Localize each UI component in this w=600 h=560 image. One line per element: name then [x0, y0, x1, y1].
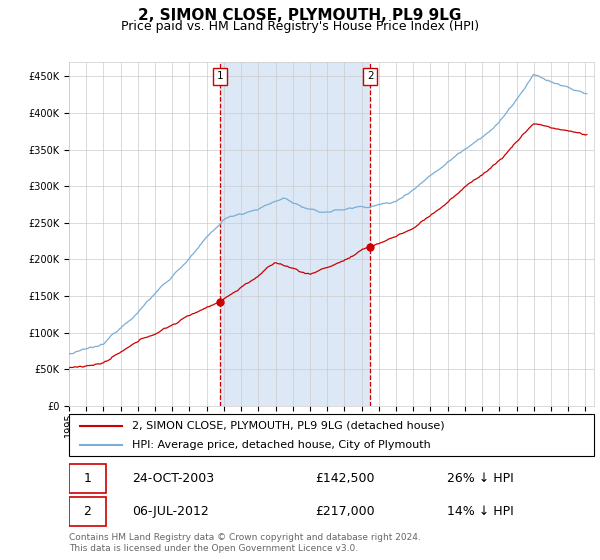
Bar: [220, 62, 370, 406]
Text: HPI: Average price, detached house, City of Plymouth: HPI: Average price, detached house, City…: [132, 440, 431, 450]
Text: 06-JUL-2012: 06-JUL-2012: [132, 505, 209, 519]
FancyBboxPatch shape: [69, 464, 106, 493]
Text: 2: 2: [83, 505, 91, 519]
Text: 14% ↓ HPI: 14% ↓ HPI: [447, 505, 514, 519]
Text: 1: 1: [83, 472, 91, 485]
FancyBboxPatch shape: [69, 497, 106, 526]
Text: £217,000: £217,000: [316, 505, 376, 519]
Text: 1: 1: [217, 71, 224, 81]
FancyBboxPatch shape: [69, 414, 594, 456]
Text: 26% ↓ HPI: 26% ↓ HPI: [447, 472, 514, 485]
Text: Price paid vs. HM Land Registry's House Price Index (HPI): Price paid vs. HM Land Registry's House …: [121, 20, 479, 32]
Text: 2: 2: [367, 71, 374, 81]
Text: Contains HM Land Registry data © Crown copyright and database right 2024.
This d: Contains HM Land Registry data © Crown c…: [69, 533, 421, 553]
Text: 24-OCT-2003: 24-OCT-2003: [132, 472, 214, 485]
Text: 2, SIMON CLOSE, PLYMOUTH, PL9 9LG: 2, SIMON CLOSE, PLYMOUTH, PL9 9LG: [139, 8, 461, 24]
Text: £142,500: £142,500: [316, 472, 375, 485]
Text: 2, SIMON CLOSE, PLYMOUTH, PL9 9LG (detached house): 2, SIMON CLOSE, PLYMOUTH, PL9 9LG (detac…: [132, 421, 445, 431]
